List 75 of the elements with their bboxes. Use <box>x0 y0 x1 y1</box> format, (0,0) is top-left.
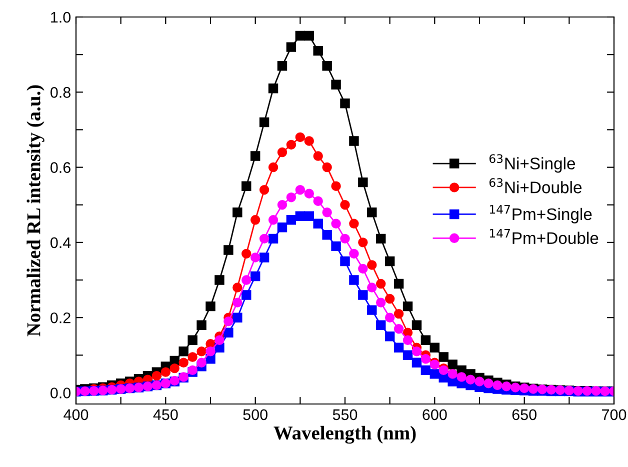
point <box>376 278 386 289</box>
point <box>188 335 198 345</box>
point <box>178 358 188 368</box>
point <box>232 208 242 218</box>
point <box>394 278 404 289</box>
point <box>259 184 270 195</box>
x-tick-label: 400 <box>64 409 88 420</box>
point <box>152 370 162 381</box>
point <box>322 162 332 172</box>
y-tick-label: 0.0 <box>50 388 71 398</box>
point <box>268 162 278 172</box>
point <box>224 245 234 255</box>
point <box>178 346 188 356</box>
point <box>277 147 288 158</box>
point <box>412 320 422 330</box>
point <box>250 215 260 225</box>
point <box>313 46 323 56</box>
y-tick-label: 1.0 <box>51 12 71 23</box>
legend-label: $^{63}$Ni+Single <box>489 154 576 173</box>
point <box>340 98 350 108</box>
point <box>188 352 198 362</box>
point <box>384 256 395 266</box>
point <box>295 30 306 41</box>
point <box>170 363 180 374</box>
point <box>448 360 458 370</box>
point <box>358 238 368 248</box>
point <box>358 177 368 188</box>
y-tick-label: 0.8 <box>50 87 70 98</box>
x-tick-label: 450 <box>153 409 178 420</box>
point <box>214 275 224 285</box>
y-axis-title: Normalized RL intensity (a.u.) <box>26 85 44 336</box>
point <box>420 335 431 345</box>
point <box>295 132 306 142</box>
x-tick-label: 650 <box>512 409 536 420</box>
y-tick-label: 0.6 <box>50 162 70 173</box>
point <box>304 136 314 146</box>
point <box>349 218 359 229</box>
point <box>286 42 296 52</box>
point <box>268 84 278 94</box>
x-tick-label: 550 <box>332 409 358 420</box>
legend-label: $^{147}$Pm+Double <box>490 228 598 244</box>
x-tick-label: 500 <box>243 409 268 420</box>
point <box>304 30 314 41</box>
x-tick-label: 600 <box>422 409 447 420</box>
point <box>232 282 242 292</box>
point <box>242 181 252 191</box>
point <box>206 301 216 312</box>
point <box>340 200 350 210</box>
point <box>402 301 413 312</box>
point <box>384 294 395 304</box>
legend-label: $^{147}$Pm+Single <box>490 205 592 224</box>
point <box>277 60 288 71</box>
point <box>242 248 252 259</box>
point <box>349 136 359 146</box>
point <box>322 60 332 71</box>
y-tick-label: 0.4 <box>50 237 71 248</box>
point <box>394 308 404 319</box>
legend-label: $^{63}$Ni+Double <box>489 178 582 194</box>
point <box>331 80 341 90</box>
point <box>250 151 260 161</box>
point <box>367 208 377 218</box>
point <box>160 367 171 377</box>
point <box>196 346 206 356</box>
point <box>286 140 296 150</box>
x-axis-title: Wavelength (nm) <box>274 426 416 444</box>
point <box>438 352 448 362</box>
point <box>331 181 341 191</box>
point <box>367 260 377 270</box>
point <box>430 342 440 352</box>
point <box>376 234 386 244</box>
point <box>313 151 323 161</box>
y-tick-label: 0.2 <box>50 312 70 324</box>
x-tick-label: 700 <box>602 409 626 420</box>
point <box>259 117 270 128</box>
point <box>196 320 206 330</box>
